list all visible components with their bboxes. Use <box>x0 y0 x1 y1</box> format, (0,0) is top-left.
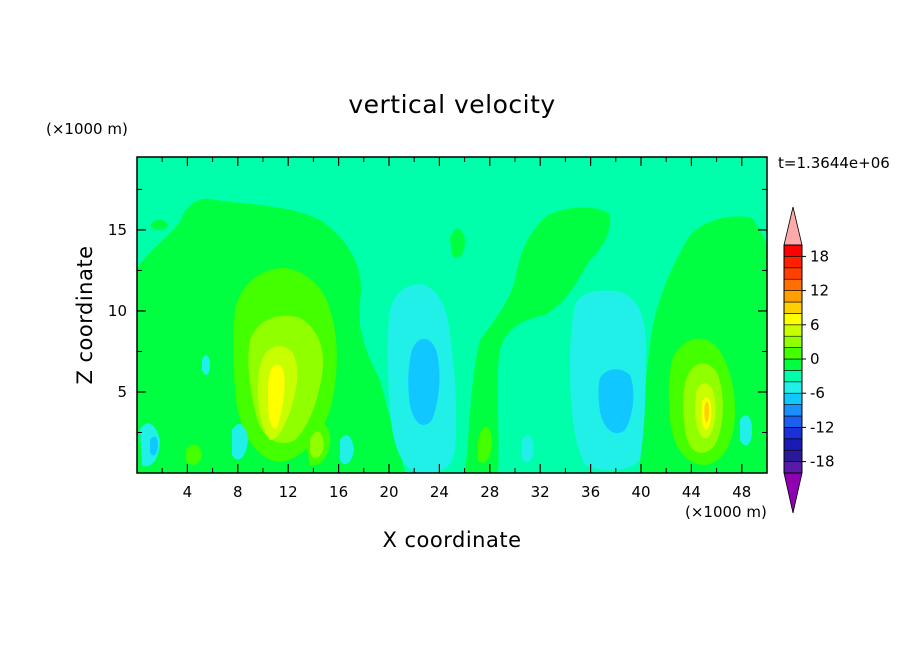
colorbar-swatch <box>783 392 803 405</box>
x-unit-label: (×1000 m) <box>685 503 767 521</box>
x-tick-label: 28 <box>480 483 499 501</box>
colorbar-swatch <box>783 335 803 348</box>
y-axis-label: Z coordinate <box>73 245 97 384</box>
colorbar-swatch <box>783 415 803 428</box>
colorbar-tick-label: -18 <box>810 453 835 471</box>
plot-area <box>137 157 767 473</box>
x-tick-label: 36 <box>581 483 600 501</box>
colorbar-swatch <box>783 256 803 269</box>
x-tick-label: 24 <box>430 483 449 501</box>
colorbar-tick-label: 18 <box>810 247 829 265</box>
y-tick-label: 10 <box>108 302 127 320</box>
colorbar-swatch <box>783 301 803 314</box>
colorbar-swatch <box>783 370 803 383</box>
y-unit-label: (×1000 m) <box>46 120 128 138</box>
colorbar-tick-label: 12 <box>810 282 829 300</box>
x-tick-label: 32 <box>531 483 550 501</box>
colorbar-swatch <box>783 358 803 371</box>
colorbar-tick-label: 0 <box>810 350 820 368</box>
colorbar-swatch <box>783 427 803 440</box>
x-tick-label: 20 <box>379 483 398 501</box>
colorbar-swatch <box>783 278 803 291</box>
y-tick-label: 5 <box>117 383 127 401</box>
y-tick-label: 15 <box>108 221 127 239</box>
colorbar-tick-label: -12 <box>810 418 835 436</box>
colorbar-swatch <box>783 313 803 326</box>
time-label: t=1.3644e+06 <box>778 154 890 172</box>
x-tick-label: 44 <box>682 483 701 501</box>
x-tick-label: 4 <box>183 483 193 501</box>
x-axis: 4 8 12 16 20 24 28 32 36 40 44 48 <box>161 157 751 501</box>
y-axis: 5 10 15 <box>108 188 767 433</box>
contour-level-neg4-neg2 <box>150 338 634 456</box>
x-tick-label: 40 <box>631 483 650 501</box>
colorbar-swatch <box>783 381 803 394</box>
x-tick-label: 8 <box>233 483 243 501</box>
colorbar-under-arrow <box>783 472 803 514</box>
colorbar-tick-label: -6 <box>810 384 825 402</box>
colorbar-over-arrow <box>783 206 803 246</box>
x-tick-label: 16 <box>329 483 348 501</box>
colorbar-swatch <box>783 267 803 280</box>
colorbar-swatch <box>783 449 803 462</box>
x-tick-label: 12 <box>279 483 298 501</box>
colorbar-swatch <box>783 461 803 474</box>
chart-title: vertical velocity <box>348 90 555 119</box>
colorbar-swatch <box>783 347 803 360</box>
plot-frame <box>136 156 768 474</box>
contour-level-10-12 <box>704 401 709 423</box>
colorbar-swatch <box>783 324 803 337</box>
colorbar-tick-label: 6 <box>810 316 820 334</box>
colorbar: 18 12 6 0 -6 -12 -18 <box>783 206 835 514</box>
colorbar-swatch <box>783 244 803 257</box>
colorbar-swatch <box>783 438 803 451</box>
colorbar-swatch <box>783 404 803 417</box>
colorbar-swatch <box>783 290 803 303</box>
x-tick-label: 48 <box>732 483 751 501</box>
x-axis-label: X coordinate <box>382 528 521 552</box>
